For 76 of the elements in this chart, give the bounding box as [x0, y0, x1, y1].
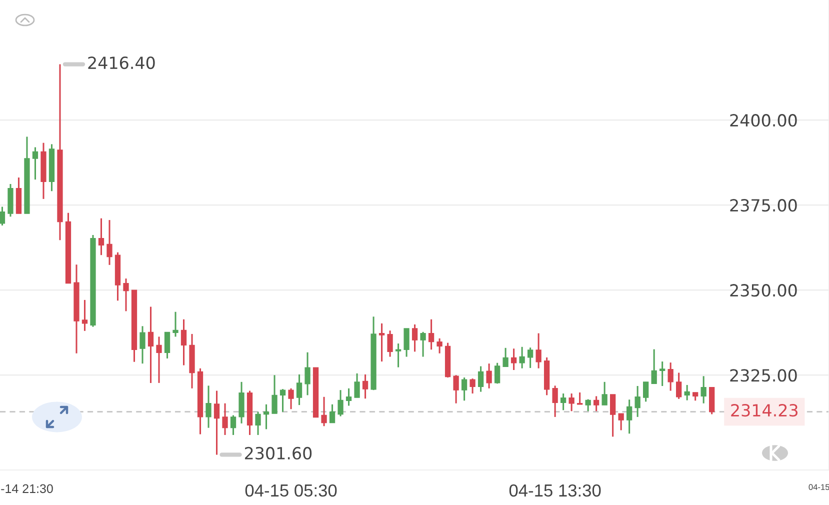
- candlestick: [362, 374, 368, 400]
- candlestick: [140, 325, 146, 364]
- candlestick: [32, 146, 38, 180]
- y-tick-label: 2350.00: [730, 284, 797, 297]
- candlestick: [156, 336, 162, 384]
- candlestick: [684, 384, 690, 402]
- candlestick: [321, 396, 327, 427]
- candlestick: [404, 328, 410, 358]
- candlestick: [378, 322, 385, 362]
- candlestick: [412, 324, 418, 352]
- candlestick: [618, 412, 624, 431]
- candlestick: [502, 347, 508, 368]
- candlestick: [106, 219, 112, 266]
- candlestick: [428, 318, 434, 350]
- x-tick-label: -14 21:30: [1, 484, 53, 494]
- candlestick: [354, 372, 360, 398]
- candlestick: [470, 378, 476, 394]
- candlestick: [82, 299, 88, 332]
- candlestick: [660, 360, 666, 387]
- candlestick: [593, 395, 600, 412]
- annotation: 2301.60: [244, 446, 312, 460]
- candlestick: [222, 402, 228, 436]
- y-tick-label: 2325.00: [730, 369, 797, 382]
- candlestick: [643, 381, 649, 402]
- candlestick: [700, 375, 706, 404]
- candlestick: [214, 390, 220, 456]
- ref-line-label: 2314.23: [731, 404, 798, 417]
- candlestick: [148, 306, 154, 384]
- candlestick: [296, 374, 302, 406]
- candlestick: [255, 411, 261, 436]
- candlestick: [486, 362, 492, 390]
- candlestick: [568, 392, 574, 412]
- candlestick: [676, 372, 682, 400]
- y-tick-label: 2375.00: [730, 199, 797, 212]
- candlestick: [206, 384, 212, 429]
- candlestick: [420, 331, 426, 358]
- candlestick: [602, 381, 608, 406]
- candlestick: [288, 388, 294, 410]
- candlestick: [280, 388, 286, 413]
- candlestick: [527, 346, 534, 369]
- candlestick: [263, 404, 270, 430]
- candlestick: [272, 374, 278, 414]
- candlestick: [494, 362, 500, 384]
- candlestick: [610, 394, 616, 438]
- candlestick: [395, 342, 402, 368]
- candlestick: [346, 388, 352, 406]
- candlestick: [98, 218, 104, 256]
- candlestick: [436, 338, 442, 354]
- candlestick: [338, 389, 344, 418]
- x-tick-label: 04-15: [808, 484, 829, 490]
- x-tick-label: 04-15 13:30: [509, 484, 601, 497]
- candlestick: [552, 384, 558, 418]
- candlestick: [519, 346, 525, 370]
- candlestick: [560, 392, 566, 411]
- candlestick: [626, 398, 632, 434]
- candlestick: [329, 404, 336, 424]
- candlestick: [123, 278, 129, 312]
- candlestick: [0, 206, 6, 226]
- candlestick: [164, 332, 170, 360]
- candlestick: [461, 376, 468, 402]
- candlestick: [172, 311, 178, 338]
- candlestick: [478, 366, 484, 393]
- candlestick: [387, 330, 393, 358]
- candlestick: [536, 332, 542, 370]
- candlestick: [230, 414, 236, 436]
- candlestick: [585, 398, 591, 412]
- x-tick-label: 04-15 05:30: [245, 484, 337, 497]
- y-tick-label: 2400.00: [730, 114, 797, 127]
- candlestick: [304, 352, 310, 396]
- candlestick: [651, 348, 657, 384]
- candlestick: [453, 374, 459, 404]
- candlestick: [668, 362, 674, 392]
- candlestick: [180, 318, 187, 366]
- candlestick: [510, 348, 517, 371]
- annotation: 2416.40: [88, 56, 155, 70]
- candlestick: [634, 385, 640, 418]
